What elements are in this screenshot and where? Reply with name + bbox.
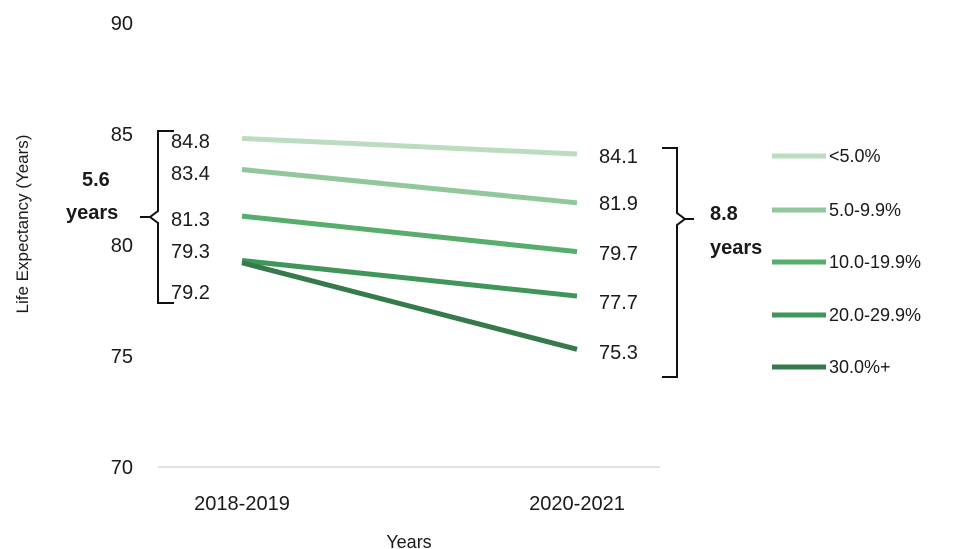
left-data-label: 83.4	[171, 163, 210, 185]
series-line	[241, 258, 578, 299]
legend-item: <5.0%	[772, 146, 881, 166]
right-bracket-value: 8.8	[710, 203, 738, 225]
y-tick-label: 90	[111, 13, 133, 35]
x-tick-labels: 2018-2019 2020-2021	[194, 493, 625, 515]
legend-label: 5.0-9.9%	[829, 200, 901, 220]
x-tick-label: 2020-2021	[529, 493, 625, 515]
y-tick-label: 85	[111, 124, 133, 146]
right-bracket	[662, 147, 694, 378]
left-bracket-unit: years	[66, 202, 118, 224]
series-line	[241, 260, 578, 352]
left-data-label: 79.2	[171, 282, 210, 304]
left-data-label: 84.8	[171, 131, 210, 153]
legend-label: 20.0-29.9%	[829, 305, 921, 325]
x-axis-title: Years	[386, 532, 431, 549]
data-labels: 84.8 83.4 81.3 79.3 79.2 84.1 81.9 79.7 77.7 75.3	[171, 131, 638, 364]
y-tick-label: 80	[111, 235, 133, 257]
y-tick-labels: 70 75 80 85 90	[111, 13, 133, 479]
legend: <5.0% 5.0-9.9% 10.0-19.9% 20.0-29.9% 30.0%+	[772, 146, 921, 377]
right-data-label: 75.3	[599, 342, 638, 364]
brackets	[140, 130, 694, 378]
series-lines	[241, 135, 578, 352]
right-data-label: 81.9	[599, 193, 638, 215]
series-line	[241, 167, 578, 206]
series-line	[241, 135, 578, 157]
right-data-label: 84.1	[599, 146, 638, 168]
left-bracket-value: 5.6	[82, 169, 110, 191]
legend-item: 20.0-29.9%	[772, 305, 921, 325]
y-axis-title: Life Expectancy (Years)	[13, 135, 32, 314]
legend-item: 5.0-9.9%	[772, 200, 901, 220]
left-bracket	[140, 130, 174, 304]
left-data-label: 79.3	[171, 241, 210, 263]
right-bracket-unit: years	[710, 237, 762, 259]
series-line	[241, 213, 578, 255]
y-tick-label: 70	[111, 457, 133, 479]
right-data-label: 77.7	[599, 292, 638, 314]
x-tick-label: 2018-2019	[194, 493, 290, 515]
legend-item: 10.0-19.9%	[772, 252, 921, 272]
legend-item: 30.0%+	[772, 357, 891, 377]
legend-label: <5.0%	[829, 146, 881, 166]
y-tick-label: 75	[111, 346, 133, 368]
legend-label: 30.0%+	[829, 357, 891, 377]
legend-label: 10.0-19.9%	[829, 252, 921, 272]
right-data-label: 79.7	[599, 243, 638, 265]
left-data-label: 81.3	[171, 209, 210, 231]
